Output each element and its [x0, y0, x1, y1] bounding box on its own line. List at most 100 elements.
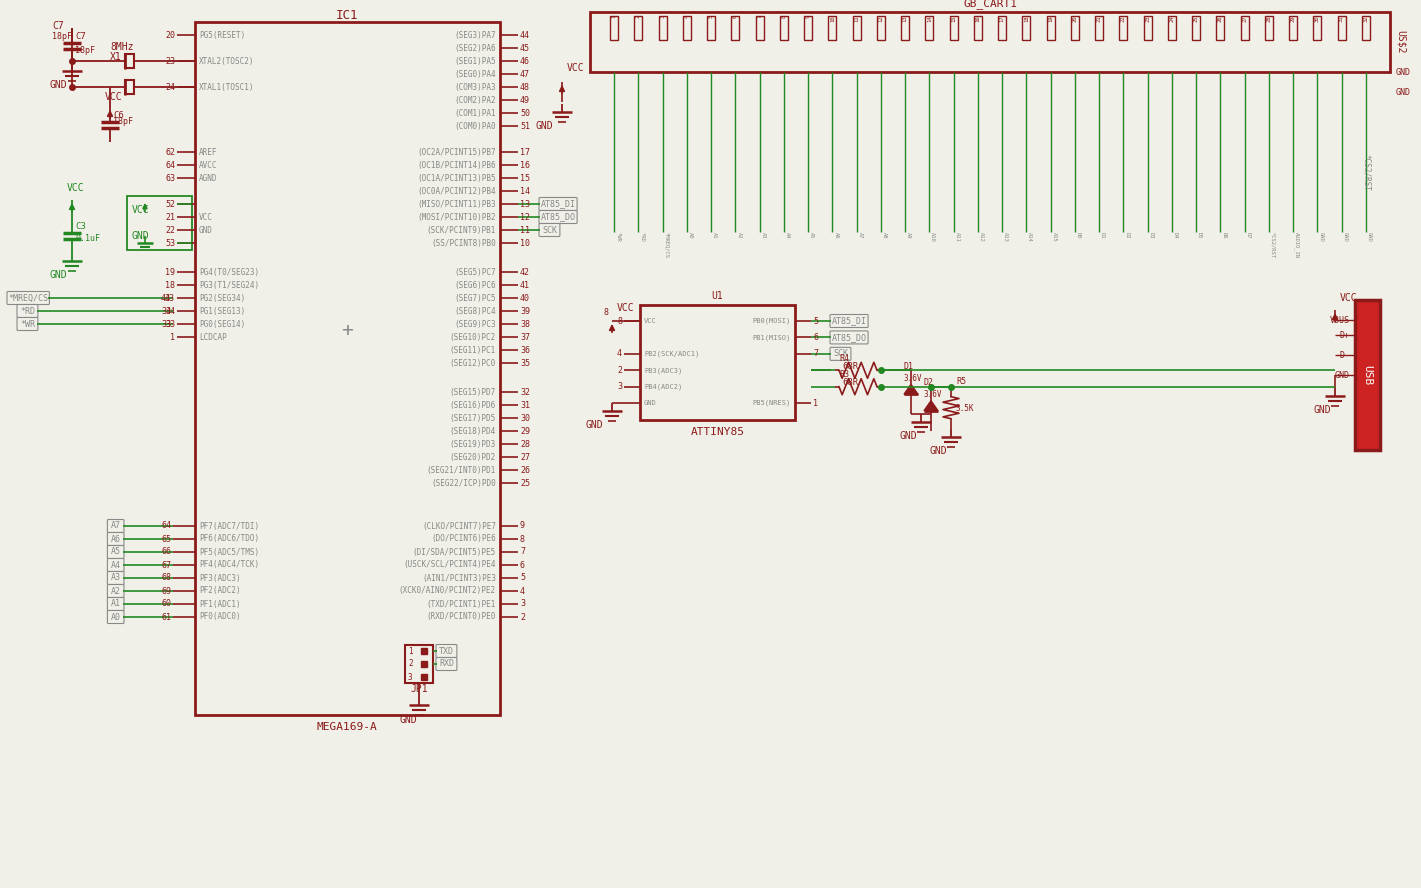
Text: GND: GND — [132, 231, 149, 241]
Text: 29: 29 — [1290, 15, 1296, 21]
Text: 12: 12 — [878, 15, 884, 21]
Text: D5: D5 — [1196, 232, 1202, 239]
Text: GND: GND — [1367, 232, 1371, 242]
Text: PB3(ADC3): PB3(ADC3) — [644, 367, 682, 374]
Text: 32: 32 — [520, 387, 530, 397]
Text: 68: 68 — [161, 574, 171, 583]
Text: GND: GND — [929, 446, 946, 456]
Text: GND: GND — [1334, 370, 1350, 379]
Text: PG5(RESET): PG5(RESET) — [199, 30, 246, 39]
Text: GND: GND — [534, 121, 553, 131]
Text: (SEG5)PC7: (SEG5)PC7 — [455, 267, 496, 276]
Text: GND: GND — [899, 432, 917, 441]
FancyBboxPatch shape — [7, 291, 50, 305]
FancyBboxPatch shape — [108, 545, 124, 559]
Text: PB5(NRES): PB5(NRES) — [753, 400, 791, 407]
Text: 35: 35 — [520, 359, 530, 368]
Text: 3.6V: 3.6V — [902, 374, 921, 383]
Text: D4: D4 — [1172, 232, 1178, 239]
Text: VCC: VCC — [67, 183, 85, 193]
Bar — [901, 16, 909, 40]
Text: D6: D6 — [1221, 232, 1226, 239]
Text: (CLKO/PCINT7)PE7: (CLKO/PCINT7)PE7 — [422, 521, 496, 530]
Text: A5: A5 — [111, 548, 121, 557]
FancyBboxPatch shape — [108, 533, 124, 545]
Text: U1: U1 — [712, 291, 723, 301]
Text: A12: A12 — [979, 232, 983, 242]
Text: 50: 50 — [520, 108, 530, 117]
Text: 1: 1 — [813, 399, 818, 408]
Text: GND: GND — [1343, 232, 1347, 242]
Text: D7: D7 — [1246, 232, 1250, 239]
Text: 41: 41 — [520, 281, 530, 289]
Text: AT85_DO: AT85_DO — [540, 212, 576, 221]
Text: 21: 21 — [1097, 15, 1101, 21]
Text: 61: 61 — [161, 613, 171, 622]
Text: D2: D2 — [924, 378, 934, 387]
Text: 3: 3 — [408, 672, 412, 681]
Text: (OC2A/PCINT15)PB7: (OC2A/PCINT15)PB7 — [418, 147, 496, 156]
Text: 65: 65 — [161, 535, 171, 543]
Text: 18pF: 18pF — [53, 31, 72, 41]
Text: 8: 8 — [782, 15, 786, 19]
Text: VCC: VCC — [617, 303, 635, 313]
Text: LCDCAP: LCDCAP — [199, 332, 227, 342]
Text: 28: 28 — [1266, 15, 1272, 21]
Bar — [828, 16, 837, 40]
Text: D3: D3 — [1148, 232, 1154, 239]
Text: (MOSI/PCINT10)PB2: (MOSI/PCINT10)PB2 — [418, 212, 496, 221]
Text: *WR: *WR — [20, 320, 36, 329]
Text: 13: 13 — [520, 200, 530, 209]
Text: (SEG12)PC0: (SEG12)PC0 — [450, 359, 496, 368]
Text: 22: 22 — [165, 226, 175, 234]
Text: RXD: RXD — [439, 660, 453, 669]
Text: AVCC: AVCC — [199, 161, 217, 170]
Text: *MREQ/CS: *MREQ/CS — [9, 294, 48, 303]
Text: 24: 24 — [1169, 15, 1174, 21]
Text: A2: A2 — [111, 586, 121, 596]
Text: 24: 24 — [165, 83, 175, 91]
Text: 8: 8 — [603, 307, 608, 316]
Text: PG2(SEG34): PG2(SEG34) — [199, 294, 246, 303]
Text: A1: A1 — [712, 232, 718, 239]
Text: 31: 31 — [1339, 15, 1344, 21]
Text: 33: 33 — [165, 320, 175, 329]
Text: (SEG8)PC4: (SEG8)PC4 — [455, 306, 496, 315]
Text: C7: C7 — [75, 31, 85, 41]
Text: 0.1uF: 0.1uF — [75, 234, 99, 242]
Text: 66: 66 — [161, 548, 171, 557]
Text: D1: D1 — [902, 361, 914, 371]
FancyBboxPatch shape — [539, 197, 577, 210]
Text: PB0(MOSI): PB0(MOSI) — [753, 318, 791, 324]
Text: SCK: SCK — [541, 226, 557, 234]
Text: GND: GND — [50, 80, 68, 90]
Bar — [590, 12, 1390, 72]
Text: (USCK/SCL/PCINT4)PE4: (USCK/SCL/PCINT4)PE4 — [404, 560, 496, 569]
Text: 15: 15 — [951, 15, 956, 21]
Text: 48: 48 — [520, 83, 530, 91]
FancyBboxPatch shape — [830, 314, 868, 328]
Text: 3.6V: 3.6V — [924, 390, 942, 400]
Text: 23: 23 — [165, 57, 175, 66]
Text: PF6(ADC6/TDO): PF6(ADC6/TDO) — [199, 535, 259, 543]
Text: PF1(ADC1): PF1(ADC1) — [199, 599, 240, 608]
Text: 1: 1 — [408, 646, 412, 655]
FancyBboxPatch shape — [830, 331, 868, 344]
Text: A4: A4 — [784, 232, 790, 239]
Text: (SEG22/ICP)PD0: (SEG22/ICP)PD0 — [431, 479, 496, 488]
Text: (AIN1/PCINT3)PE3: (AIN1/PCINT3)PE3 — [422, 574, 496, 583]
Bar — [659, 16, 666, 40]
Text: (SEG18)PD4: (SEG18)PD4 — [450, 426, 496, 435]
Text: AT85_DI: AT85_DI — [831, 316, 867, 326]
Text: 52: 52 — [165, 200, 175, 209]
Text: 32: 32 — [1363, 15, 1368, 21]
Bar — [635, 16, 642, 40]
Text: TXD: TXD — [439, 646, 453, 655]
Text: 27: 27 — [1242, 15, 1248, 21]
Text: 39: 39 — [520, 306, 530, 315]
Text: R3: R3 — [838, 370, 848, 379]
Text: PG3(T1/SEG24): PG3(T1/SEG24) — [199, 281, 259, 289]
Text: PF0(ADC0): PF0(ADC0) — [199, 613, 240, 622]
Text: 60: 60 — [161, 599, 171, 608]
Text: D1: D1 — [1100, 232, 1106, 239]
